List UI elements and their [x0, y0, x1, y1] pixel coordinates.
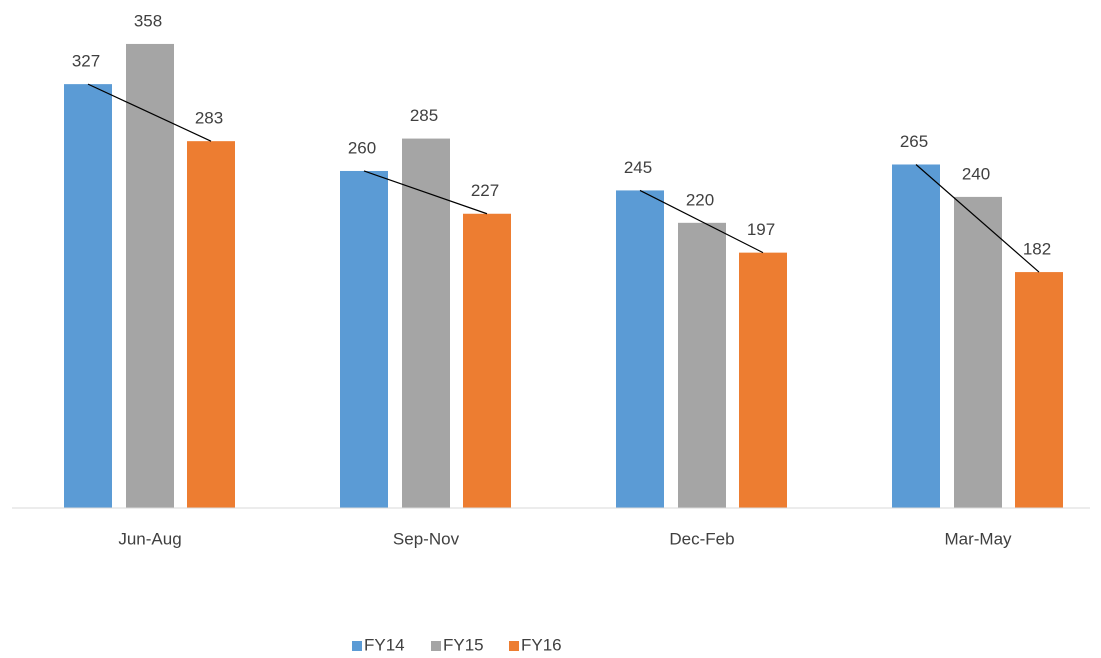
data-label: 240: [962, 164, 990, 183]
bar: [678, 222, 726, 508]
trend-line: [915, 164, 1040, 273]
bar: [340, 170, 388, 508]
x-tick-label: Sep-Nov: [393, 529, 460, 548]
data-label: 227: [471, 181, 499, 200]
x-tick-label: Dec-Feb: [669, 529, 734, 548]
data-label: 220: [686, 190, 714, 209]
x-tick-label: Mar-May: [944, 529, 1012, 548]
bar: [126, 43, 174, 508]
data-label: 265: [900, 132, 928, 151]
trend-line: [363, 170, 488, 215]
data-label: 327: [72, 52, 100, 71]
data-label: 260: [348, 138, 376, 157]
trend-line: [639, 189, 764, 254]
bar: [402, 138, 450, 508]
data-label: 285: [410, 106, 438, 125]
bar: [64, 84, 112, 508]
bar: [739, 252, 787, 508]
legend-label: FY14: [364, 635, 405, 654]
legend-label: FY16: [521, 635, 562, 654]
legend-swatch: [431, 641, 441, 651]
legend-swatch: [352, 641, 362, 651]
bar: [892, 164, 940, 508]
bar: [1015, 272, 1063, 508]
legend-label: FY15: [443, 635, 484, 654]
bar: [616, 190, 664, 508]
trend-line: [87, 83, 212, 142]
data-label: 358: [134, 11, 162, 30]
data-label: 283: [195, 109, 223, 128]
x-tick-label: Jun-Aug: [118, 529, 181, 548]
bar: [463, 213, 511, 508]
legend-swatch: [509, 641, 519, 651]
data-label: 197: [747, 220, 775, 239]
bar: [954, 196, 1002, 508]
data-label: 245: [624, 158, 652, 177]
data-label: 182: [1023, 240, 1051, 259]
bar: [187, 141, 235, 508]
